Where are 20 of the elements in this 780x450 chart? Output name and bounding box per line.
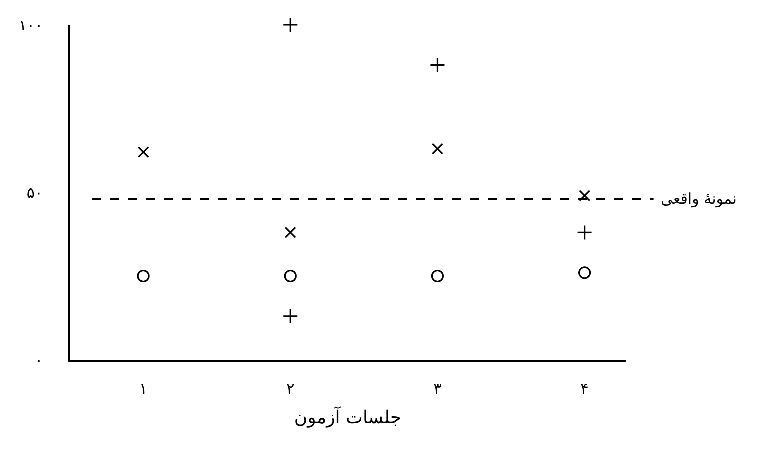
y-tick-label: ١٠٠ [18,16,43,34]
point [432,143,444,155]
point [577,224,593,240]
point [431,270,444,283]
point [284,270,297,283]
point [579,190,591,202]
point [282,308,298,324]
point [430,57,446,73]
ref-line-label: نمونهٔ واقعی [661,190,737,208]
y-tick-label: ٠ [34,351,43,370]
point [137,270,150,283]
y-tick-label: ۵٠ [26,184,43,202]
point [138,146,150,158]
x-tick-label: ۲ [286,380,295,398]
x-tick-label: ۳ [434,380,442,398]
x-tick-label: ۴ [580,380,589,398]
point [284,226,296,238]
point [578,266,592,280]
x-axis-title: جلسات آزمون [294,406,402,429]
x-tick-label: ۱ [140,380,148,398]
